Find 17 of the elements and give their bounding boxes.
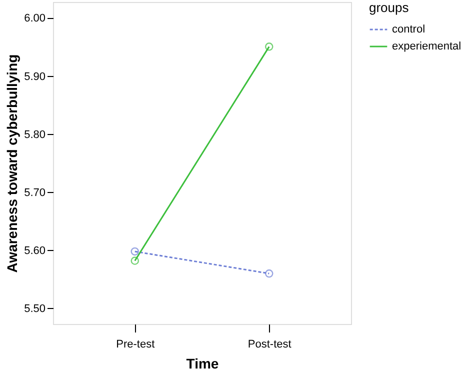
x-axis-title: Time [186, 356, 219, 372]
point [264, 269, 274, 278]
y-tick-label: 5.60 [24, 244, 46, 257]
y-axis-title: Awareness toward cyberbullying [4, 54, 20, 273]
x-tick-label: Pre-test [116, 338, 155, 350]
legend-label: experiemental [392, 40, 462, 52]
y-tick-label: 5.90 [24, 70, 46, 83]
point [130, 247, 140, 256]
point [130, 256, 140, 265]
point [264, 42, 274, 51]
y-tick-label: 6.00 [24, 12, 46, 25]
legend-label: control [392, 24, 426, 36]
y-tick-label: 5.50 [24, 302, 46, 315]
y-tick-label: 5.70 [24, 186, 46, 199]
x-tick-label: Post-test [248, 338, 292, 350]
y-tick-label: 5.80 [24, 128, 46, 141]
legend-title: groups [369, 0, 410, 15]
